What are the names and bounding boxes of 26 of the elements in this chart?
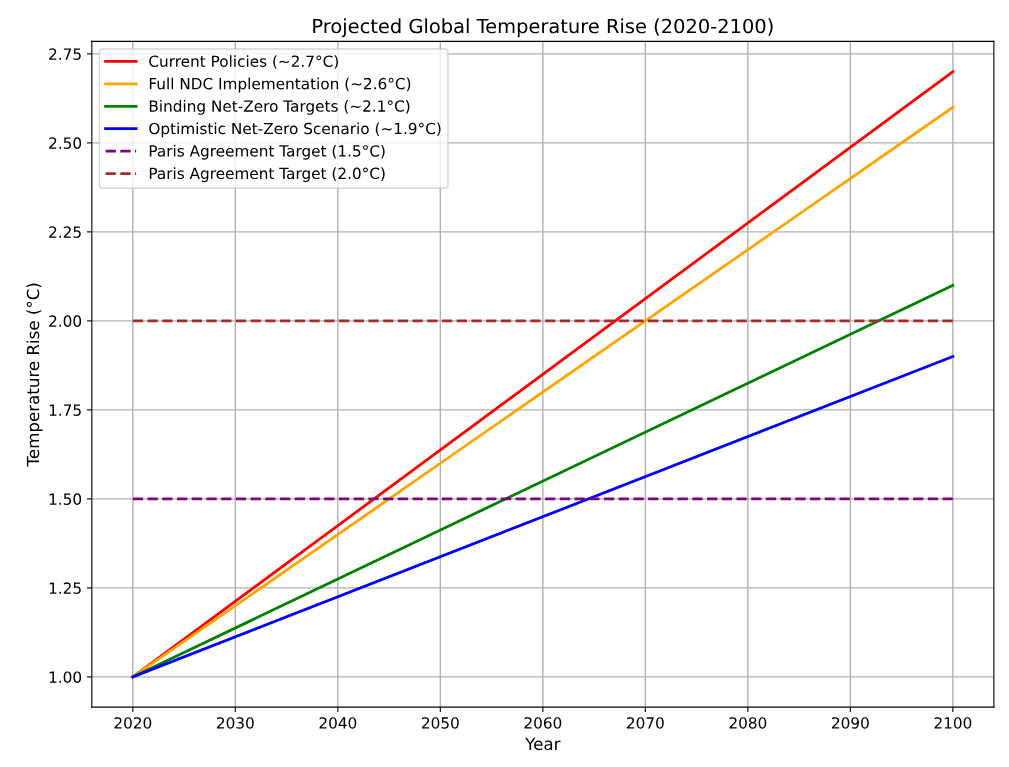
x-tick-label: 2080: [729, 717, 767, 729]
y-tick-label: 1.00: [49, 671, 82, 683]
legend-label: Paris Agreement Target (2.0°C): [149, 167, 385, 183]
x-tick-label: 2070: [627, 717, 664, 729]
x-tick-label: 2060: [524, 717, 562, 729]
legend-label: Optimistic Net-Zero Scenario (~1.9°C): [149, 122, 441, 138]
x-tick-label: 2090: [832, 717, 869, 729]
y-tick-label: 2.75: [49, 48, 81, 60]
legend-label: Full NDC Implementation (~2.6°C): [149, 77, 411, 93]
y-tick-label: 2.25: [49, 226, 81, 238]
y-tick-label: 1.25: [49, 582, 81, 594]
chart-title: Projected Global Temperature Rise (2020-2100): [313, 18, 773, 38]
y-tick-label: 2.50: [49, 137, 82, 149]
legend-label: Binding Net-Zero Targets (~2.1°C): [149, 100, 410, 115]
x-tick-label: 2020: [114, 717, 152, 729]
x-tick-label: 2050: [422, 717, 459, 729]
y-axis-title: Temperature Rise (°C): [26, 283, 43, 467]
y-tick-label: 1.75: [49, 404, 81, 416]
legend-label: Current Policies (~2.7°C): [149, 55, 338, 69]
x-tick-label: 2100: [934, 717, 972, 729]
legend-label: Paris Agreement Target (1.5°C): [149, 144, 385, 160]
y-tick-label: 2.00: [49, 315, 82, 327]
x-tick-label: 2040: [319, 717, 357, 729]
x-tick-label: 2030: [217, 717, 254, 729]
y-tick-label: 1.50: [49, 493, 82, 505]
x-axis-title: Year: [525, 737, 561, 751]
